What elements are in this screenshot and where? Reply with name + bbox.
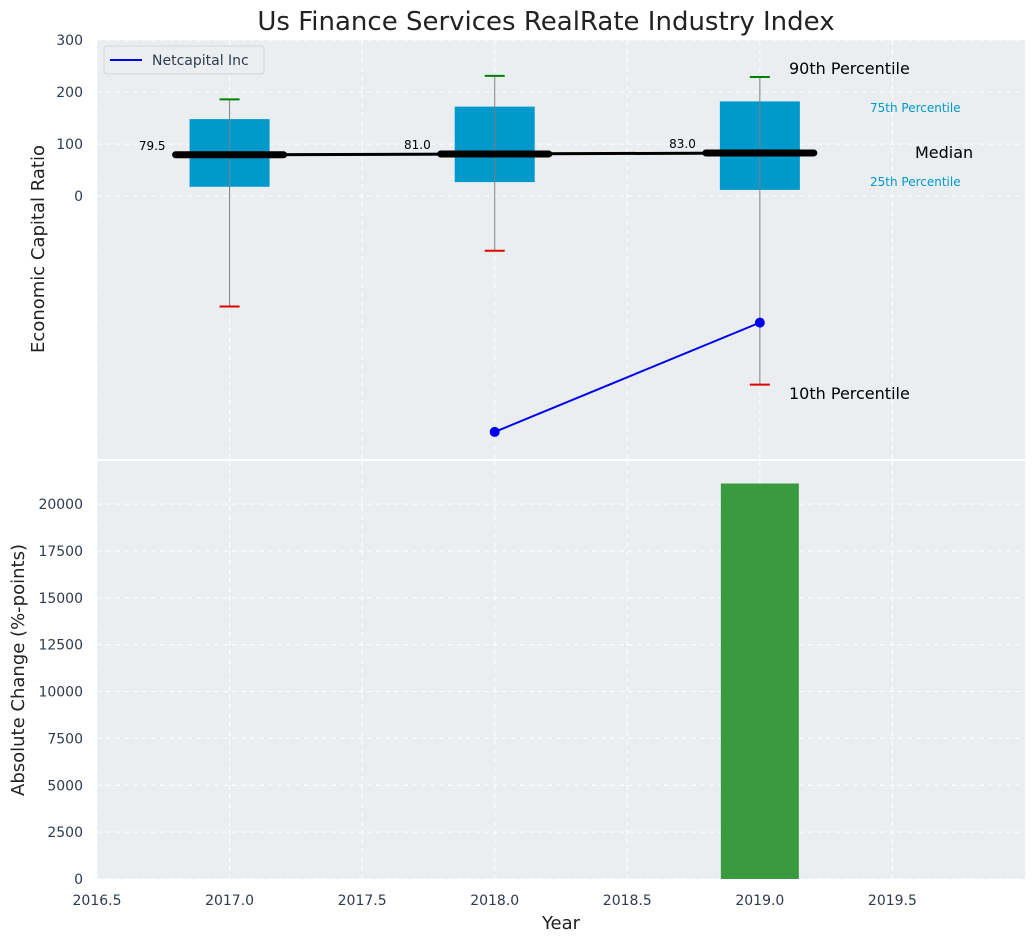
x-ticks: 2016.5 2017.0 2017.5 2018.0 2018.5 2019.0 2019… — [73, 893, 917, 909]
top-y-tick-label: 300 — [56, 33, 83, 49]
bottom-bars — [720, 483, 799, 879]
bottom-y-tick-label: 17500 — [38, 544, 83, 560]
x-tick-label: 2018.0 — [470, 893, 519, 909]
x-axis-label: Year — [541, 913, 581, 934]
median-label-2017: 79.5 — [139, 139, 166, 153]
annotation-p90: 90th Percentile — [789, 59, 910, 78]
x-tick-label: 2017.0 — [205, 893, 254, 909]
bottom-y-tick-label: 5000 — [47, 778, 83, 794]
chart-title: Us Finance Services RealRate Industry In… — [257, 7, 834, 37]
bottom-y-ticks: 0 2500 5000 7500 10000 12500 15000 17500 20000 — [38, 497, 83, 888]
x-tick-label: 2017.5 — [338, 893, 387, 909]
annotation-p10: 10th Percentile — [789, 384, 910, 403]
top-y-tick-label: 0 — [74, 189, 83, 205]
series-point-netcapital — [754, 317, 765, 328]
x-tick-label: 2019.5 — [868, 893, 917, 909]
median-trend-line — [229, 151, 760, 157]
bottom-y-tick-label: 12500 — [38, 638, 83, 654]
top-y-ticks: 0 100 200 300 — [56, 33, 83, 205]
x-tick-label: 2018.5 — [603, 893, 652, 909]
top-boxes: 79.5 81.0 83.0 — [139, 74, 818, 386]
series-point-netcapital — [489, 426, 500, 437]
bottom-y-tick-label: 15000 — [38, 591, 83, 607]
legend: Netcapital Inc — [103, 45, 265, 75]
bottom-y-tick-label: 20000 — [38, 497, 83, 513]
bottom-y-tick-label: 7500 — [47, 731, 83, 747]
top-y-tick-label: 100 — [56, 137, 83, 153]
median-label-2018: 81.0 — [404, 138, 431, 152]
annotation-p75: 75th Percentile — [870, 101, 961, 115]
legend-box — [103, 45, 265, 75]
median-label-2019: 83.0 — [669, 137, 696, 151]
bottom-y-tick-label: 0 — [74, 872, 83, 888]
top-y-tick-label: 200 — [56, 85, 83, 101]
annotation-p25: 25th Percentile — [870, 175, 961, 189]
bottom-y-tick-label: 10000 — [38, 685, 83, 701]
bottom-y-tick-label: 2500 — [47, 825, 83, 841]
bottom-y-axis-label: Absolute Change (%-points) — [8, 544, 29, 796]
legend-label: Netcapital Inc — [152, 53, 249, 69]
top-series — [489, 317, 765, 437]
series-line-netcapital — [494, 321, 761, 433]
top-annotations: 90th Percentile 75th Percentile Median 2… — [789, 59, 973, 403]
top-panel-background — [97, 40, 1025, 459]
annotation-median: Median — [915, 143, 973, 162]
top-y-axis-label: Economic Capital Ratio — [28, 145, 49, 353]
bar-2019 — [720, 483, 799, 879]
x-tick-label: 2016.5 — [73, 893, 122, 909]
bottom-panel-background — [97, 461, 1025, 879]
x-tick-label: 2019.0 — [735, 893, 784, 909]
